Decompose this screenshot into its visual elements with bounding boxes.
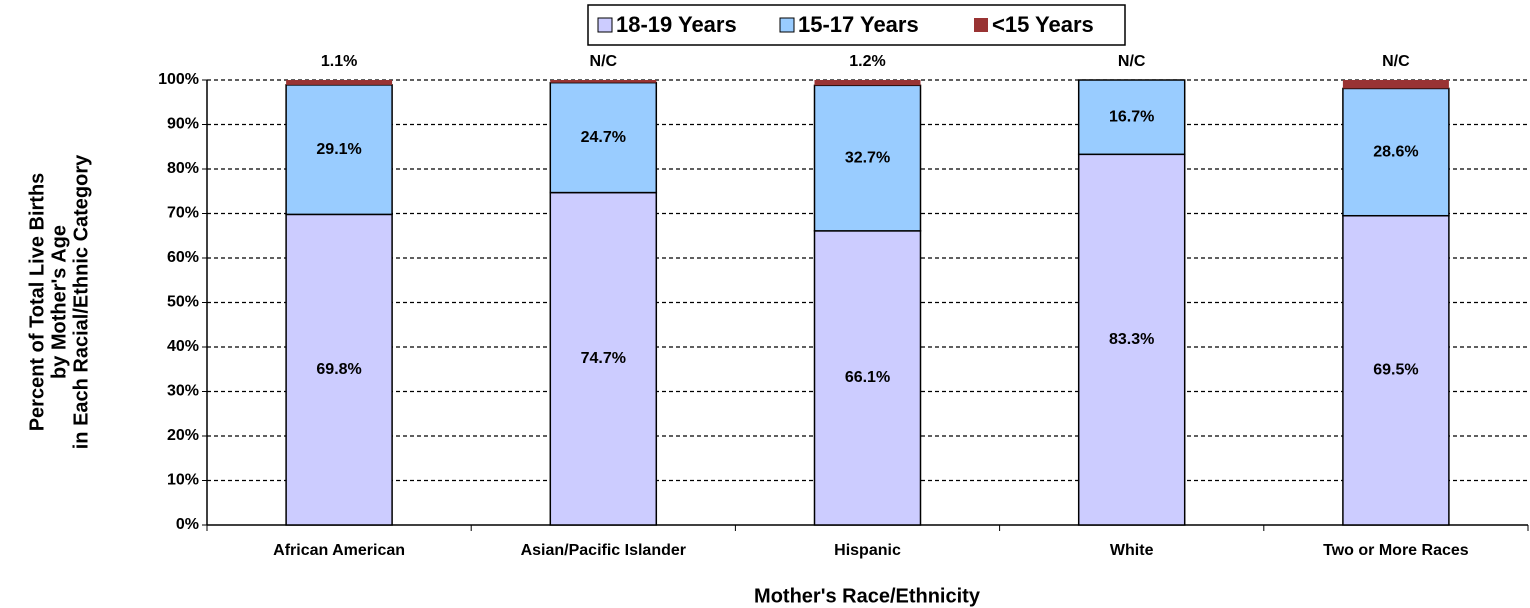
bar-segment <box>1077 153 1186 526</box>
data-label: 32.7% <box>845 149 890 166</box>
bar-segment <box>550 80 657 83</box>
data-label: 16.7% <box>1109 108 1154 125</box>
x-tick-label: Asian/Pacific Islander <box>521 542 686 559</box>
x-tick-label: Two or More Races <box>1323 542 1469 559</box>
bar-segment <box>286 80 393 85</box>
y-axis-title: Percent of Total Live Births by Mother's… <box>26 154 92 449</box>
y-axis-title-line: Percent of Total Live Births <box>26 173 48 432</box>
legend-swatch <box>597 17 613 33</box>
legend-label: <15 Years <box>992 12 1094 37</box>
y-axis-title-line: in Each Racial/Ethnic Category <box>70 154 92 449</box>
bar-segment <box>285 84 393 216</box>
y-tick-label: 100% <box>158 71 199 88</box>
y-tick-label: 60% <box>167 249 199 266</box>
data-label: 74.7% <box>581 350 626 367</box>
y-tick-label: 30% <box>167 383 199 400</box>
data-label: 69.8% <box>316 361 361 378</box>
bar-segment <box>1077 79 1186 156</box>
data-label: 29.1% <box>316 141 361 158</box>
legend-swatch <box>779 17 795 33</box>
bar-segment <box>813 230 922 526</box>
y-tick-label: 0% <box>176 516 199 533</box>
x-tick-label: Hispanic <box>834 542 901 559</box>
bar-segment <box>1342 80 1449 89</box>
legend-box <box>587 4 1126 46</box>
bar-segment <box>813 84 922 232</box>
data-label: N/C <box>590 53 618 70</box>
y-tick-label: 20% <box>167 427 199 444</box>
y-tick-label: 90% <box>167 116 199 133</box>
data-label: N/C <box>1118 53 1146 70</box>
data-label: 69.5% <box>1373 362 1418 379</box>
data-label: 1.2% <box>849 53 885 70</box>
y-axis-title-line: by Mother's Age <box>48 225 70 379</box>
legend-label: 18-19 Years <box>616 12 737 37</box>
bar-segment <box>814 80 921 86</box>
y-tick-label: 10% <box>167 472 199 489</box>
data-label: 83.3% <box>1109 331 1154 348</box>
bar-segment <box>1342 214 1450 526</box>
data-label: 66.1% <box>845 369 890 386</box>
data-label: 24.7% <box>581 129 626 146</box>
bar-segment <box>1342 87 1450 217</box>
legend-swatch <box>974 18 988 32</box>
x-axis-title: Mother's Race/Ethnicity <box>754 585 981 607</box>
data-label: N/C <box>1382 53 1410 70</box>
legend-label: 15-17 Years <box>798 12 919 37</box>
bar-segment <box>549 81 658 194</box>
y-tick-label: 80% <box>167 160 199 177</box>
y-tick-label: 50% <box>167 294 199 311</box>
y-tick-label: 40% <box>167 338 199 355</box>
x-tick-label: African American <box>273 542 405 559</box>
bar-segment <box>285 213 393 526</box>
y-tick-label: 70% <box>167 205 199 222</box>
data-label: 28.6% <box>1373 143 1418 160</box>
bar-segment <box>549 191 658 526</box>
x-tick-label: White <box>1110 542 1154 559</box>
data-label: 1.1% <box>321 53 357 70</box>
